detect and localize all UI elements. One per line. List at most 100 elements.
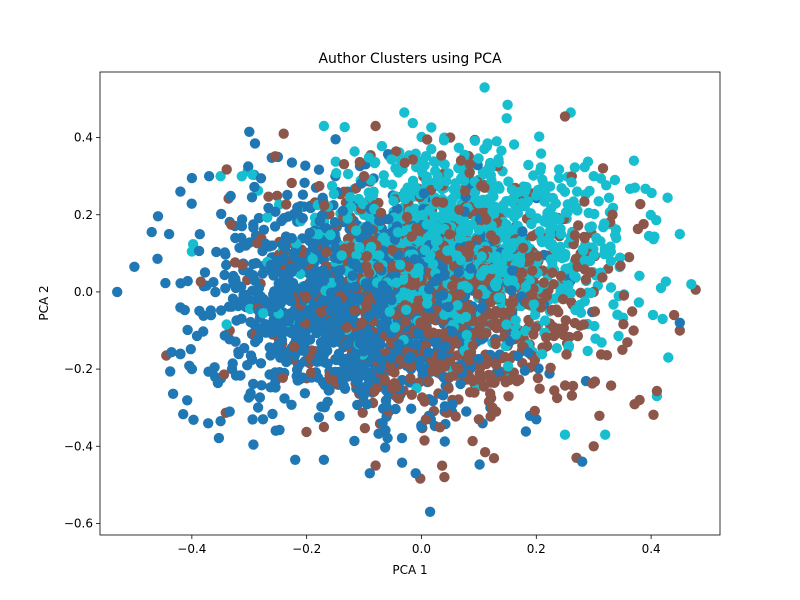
- scatter-point: [353, 293, 364, 304]
- scatter-point: [523, 159, 534, 171]
- scatter-point: [412, 327, 424, 338]
- scatter-point: [308, 313, 320, 324]
- scatter-point: [423, 376, 434, 387]
- scatter-point: [447, 326, 458, 337]
- scatter-point: [458, 220, 469, 231]
- scatter-point: [325, 305, 336, 317]
- scatter-point: [406, 403, 417, 414]
- scatter-point: [330, 156, 341, 167]
- scatter-point: [297, 189, 309, 200]
- scatter-point: [506, 285, 517, 296]
- scatter-point: [527, 289, 538, 300]
- scatter-point: [475, 328, 486, 340]
- scatter-point: [245, 350, 257, 361]
- scatter-point: [618, 319, 629, 330]
- scatter-point: [535, 148, 547, 159]
- scatter-point: [450, 411, 461, 422]
- scatter-point: [349, 305, 360, 316]
- scatter-point: [328, 188, 340, 200]
- scatter-point: [277, 287, 288, 299]
- scatter-point: [175, 186, 186, 197]
- scatter-point: [473, 353, 484, 365]
- scatter-point: [603, 192, 615, 203]
- scatter-point: [410, 182, 421, 193]
- scatter-point: [551, 343, 562, 354]
- scatter-point: [221, 319, 232, 330]
- scatter-point: [524, 255, 535, 267]
- scatter-point: [215, 171, 226, 182]
- scatter-point: [129, 261, 140, 272]
- scatter-point: [358, 346, 369, 357]
- scatter-point: [487, 264, 498, 275]
- scatter-point: [243, 161, 254, 172]
- scatter-point: [486, 371, 497, 382]
- scatter-point: [279, 393, 290, 404]
- scatter-point: [339, 369, 350, 380]
- scatter-point: [572, 330, 583, 342]
- scatter-point: [338, 159, 350, 170]
- scatter-point: [242, 360, 253, 371]
- scatter-point: [317, 294, 328, 305]
- points-layer: [112, 82, 701, 517]
- scatter-point: [607, 209, 618, 220]
- scatter-point: [375, 207, 387, 219]
- scatter-point: [361, 261, 372, 272]
- scatter-point: [218, 369, 230, 380]
- scatter-point: [342, 168, 354, 180]
- scatter-point: [215, 416, 226, 427]
- scatter-point: [291, 261, 302, 272]
- scatter-point: [479, 447, 491, 458]
- scatter-point: [366, 370, 377, 381]
- scatter-point: [546, 203, 557, 214]
- scatter-point: [599, 218, 610, 229]
- scatter-point: [530, 309, 541, 320]
- scatter-point: [426, 122, 437, 133]
- scatter-point: [257, 414, 269, 425]
- scatter-point: [608, 299, 619, 310]
- scatter-point: [146, 226, 157, 238]
- scatter-point: [339, 121, 350, 133]
- scatter-point: [463, 349, 474, 360]
- scatter-point: [336, 250, 347, 261]
- scatter-point: [595, 349, 607, 360]
- scatter-point: [436, 460, 448, 471]
- scatter-point: [426, 218, 438, 229]
- scatter-point: [390, 146, 402, 157]
- scatter-point: [175, 278, 186, 289]
- scatter-point: [254, 323, 265, 334]
- scatter-point: [593, 196, 604, 207]
- scatter-point: [243, 392, 254, 403]
- scatter-point: [405, 351, 416, 363]
- scatter-point: [203, 366, 214, 377]
- scatter-point: [318, 454, 330, 465]
- scatter-point: [485, 170, 496, 181]
- scatter-point: [512, 350, 523, 362]
- scatter-point: [274, 424, 285, 436]
- scatter-point: [573, 220, 584, 231]
- scatter-point: [490, 406, 502, 417]
- scatter-point: [269, 221, 281, 232]
- scatter-point: [566, 177, 577, 188]
- scatter-point: [563, 340, 575, 351]
- scatter-point: [498, 199, 509, 210]
- scatter-point: [360, 278, 372, 289]
- scatter-point: [440, 341, 451, 352]
- scatter-point: [370, 460, 381, 471]
- scatter-point: [559, 429, 571, 440]
- scatter-point: [361, 399, 373, 410]
- scatter-point: [527, 265, 538, 276]
- scatter-point: [503, 391, 514, 402]
- scatter-point: [633, 297, 645, 308]
- scatter-point: [330, 134, 341, 145]
- scatter-point: [507, 265, 518, 276]
- scatter-point: [399, 193, 411, 205]
- scatter-point: [208, 277, 219, 288]
- x-axis-label: PCA 1: [392, 563, 427, 577]
- scatter-point: [252, 402, 264, 413]
- scatter-point: [439, 436, 450, 447]
- scatter-point: [501, 319, 512, 330]
- scatter-point: [415, 317, 426, 328]
- scatter-point: [579, 232, 590, 244]
- scatter-point: [575, 287, 586, 298]
- scatter-point: [399, 157, 410, 169]
